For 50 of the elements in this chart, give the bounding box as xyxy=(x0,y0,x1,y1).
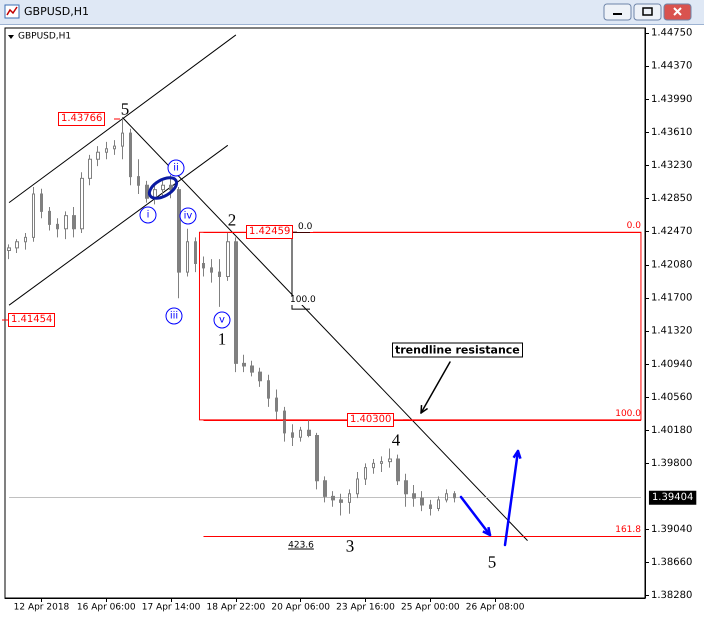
annotation: 100.0 xyxy=(289,295,317,306)
annotation: 1.41454 xyxy=(8,313,56,327)
y-tick-label: 1.40940 xyxy=(651,358,692,370)
ref-line-label: 1.39404 xyxy=(652,492,694,504)
annotation: 100.0 xyxy=(615,408,641,420)
y-tick-label: 1.39800 xyxy=(651,458,692,469)
annotation: 5 xyxy=(120,100,130,118)
y-tick-label: 1.40180 xyxy=(651,424,692,436)
x-tick-label: 12 Apr 2018 xyxy=(14,602,70,612)
annotation: 1.42459 xyxy=(246,225,294,240)
x-tick-label: 17 Apr 14:00 xyxy=(142,602,201,612)
annotation: iv xyxy=(180,208,196,224)
x-tick-label: 23 Apr 16:00 xyxy=(336,602,396,612)
y-tick-label: 1.41700 xyxy=(651,292,692,304)
annotation: ii xyxy=(168,160,184,176)
chart-title: GBPUSD,H1 xyxy=(24,5,89,18)
x-tick-label: 20 Apr 06:00 xyxy=(271,602,330,612)
y-tick-label: 1.38280 xyxy=(651,590,692,601)
annotation: 161.8 xyxy=(615,524,641,536)
y-tick-label: 1.41320 xyxy=(651,326,692,337)
annotation: 4 xyxy=(392,430,400,450)
y-tick-label: 1.43230 xyxy=(651,160,692,171)
annotation: trendline resistance xyxy=(392,342,523,358)
y-tick-label: 1.40560 xyxy=(651,392,692,403)
x-tick-label: 16 Apr 06:00 xyxy=(76,602,136,612)
annotation: 1.43766 xyxy=(58,112,106,126)
x-tick-label: 26 Apr 08:00 xyxy=(466,602,525,612)
y-tick-label: 1.42080 xyxy=(651,260,692,271)
annotation: 5 xyxy=(488,552,496,572)
annotation: 1.40300 xyxy=(347,412,394,427)
annotation: 423.6 xyxy=(288,540,314,550)
annotation: 2 xyxy=(228,210,236,230)
annotation: 0.0 xyxy=(626,221,641,232)
x-tick-label: 18 Apr 22:00 xyxy=(206,602,266,612)
annotation: 3 xyxy=(346,536,354,556)
annotation: i xyxy=(140,206,156,224)
chart-subtitle: GBPUSD,H1 xyxy=(18,32,72,42)
annotation: iii xyxy=(166,308,182,324)
y-tick-label: 1.39040 xyxy=(651,524,692,535)
x-tick-label: 25 Apr 00:00 xyxy=(400,602,460,612)
annotation: 0.0 xyxy=(297,222,314,232)
annotation: v xyxy=(214,312,230,328)
y-tick-label: 1.42850 xyxy=(651,192,692,204)
y-tick-label: 1.44750 xyxy=(651,28,692,39)
y-tick-label: 1.42470 xyxy=(651,226,692,237)
annotation: 1 xyxy=(218,330,226,348)
y-tick-label: 1.44370 xyxy=(651,60,692,72)
y-tick-label: 1.38660 xyxy=(651,556,692,568)
y-tick-label: 1.43990 xyxy=(651,94,692,105)
y-tick-label: 1.43610 xyxy=(651,126,692,138)
